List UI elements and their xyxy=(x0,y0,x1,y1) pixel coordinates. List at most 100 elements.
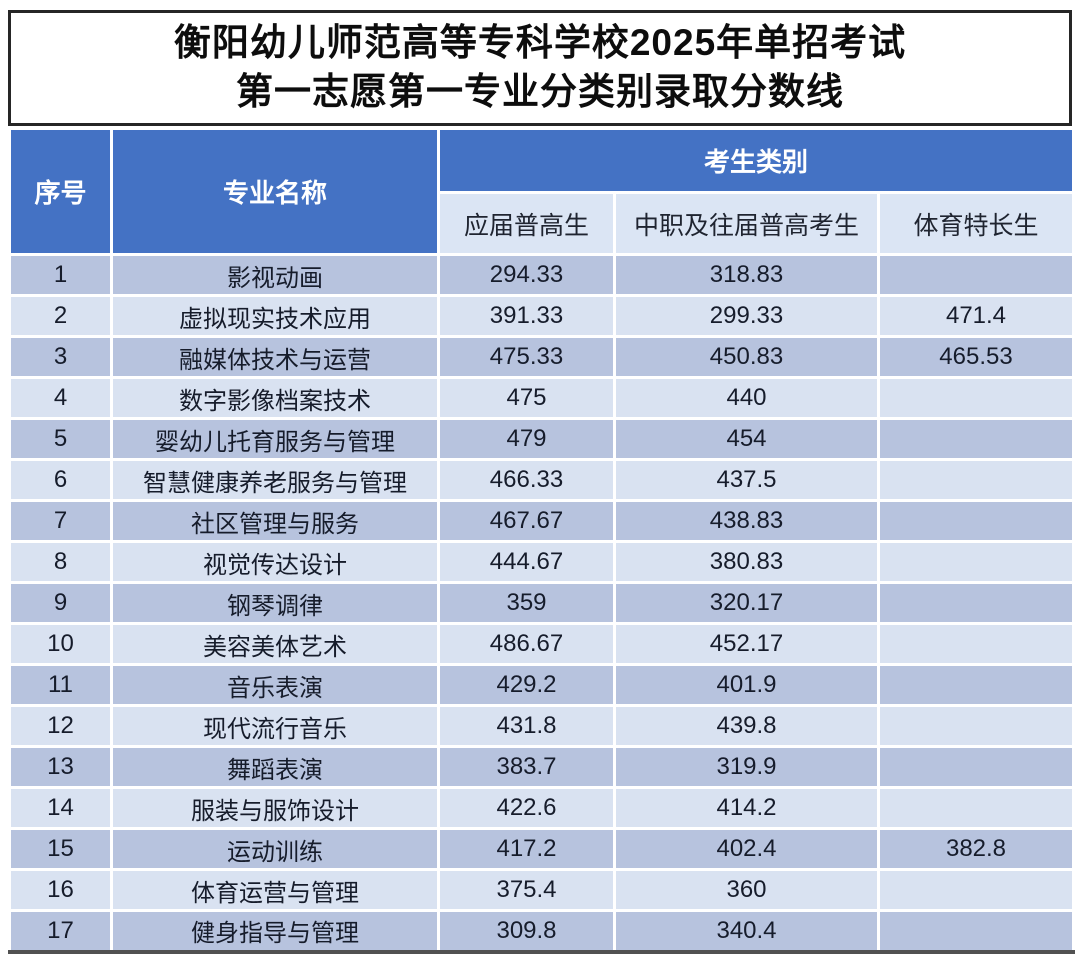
major-name-cell: 融媒体技术与运营 xyxy=(110,335,440,379)
table-row: 11 音乐表演 429.2 401.9 xyxy=(8,663,1075,707)
score-vocational-cell: 318.83 xyxy=(613,253,880,297)
score-vocational-cell: 340.4 xyxy=(613,909,880,954)
major-name-cell: 体育运营与管理 xyxy=(110,868,440,912)
score-sports-cell xyxy=(877,663,1075,707)
score-vocational-cell: 320.17 xyxy=(613,581,880,625)
table-row: 8 视觉传达设计 444.67 380.83 xyxy=(8,540,1075,584)
row-number-cell: 9 xyxy=(8,581,113,625)
row-number-cell: 1 xyxy=(8,253,113,297)
table-row: 14 服装与服饰设计 422.6 414.2 xyxy=(8,786,1075,830)
score-vocational-cell: 360 xyxy=(613,868,880,912)
score-sports-cell: 471.4 xyxy=(877,294,1075,338)
score-sports-cell xyxy=(877,745,1075,789)
major-name-cell: 现代流行音乐 xyxy=(110,704,440,748)
score-fresh-cell: 475 xyxy=(437,376,616,420)
row-number-cell: 17 xyxy=(8,909,113,954)
score-vocational-cell: 454 xyxy=(613,417,880,461)
score-vocational-cell: 452.17 xyxy=(613,622,880,666)
table-row: 6 智慧健康养老服务与管理 466.33 437.5 xyxy=(8,458,1075,502)
major-name-cell: 婴幼儿托育服务与管理 xyxy=(110,417,440,461)
score-vocational-cell: 414.2 xyxy=(613,786,880,830)
score-sports-cell: 382.8 xyxy=(877,827,1075,871)
score-sports-cell xyxy=(877,704,1075,748)
score-sports-cell xyxy=(877,376,1075,420)
score-vocational-cell: 450.83 xyxy=(613,335,880,379)
sub-header-vocational-cell: 中职及往届普高考生 xyxy=(613,191,880,256)
score-fresh-cell: 417.2 xyxy=(437,827,616,871)
table-row: 3 融媒体技术与运营 475.33 450.83 465.53 xyxy=(8,335,1075,379)
major-name-cell: 健身指导与管理 xyxy=(110,909,440,954)
score-fresh-cell: 466.33 xyxy=(437,458,616,502)
score-vocational-cell: 380.83 xyxy=(613,540,880,584)
score-vocational-cell: 438.83 xyxy=(613,499,880,543)
row-number-cell: 15 xyxy=(8,827,113,871)
score-sports-cell xyxy=(877,417,1075,461)
score-fresh-cell: 479 xyxy=(437,417,616,461)
score-table: 序号 专业名称 考生类别 应届普高生 中职及往届普高考生 体育特长生 1 影视动画 29… xyxy=(8,127,1075,954)
score-vocational-cell: 437.5 xyxy=(613,458,880,502)
score-fresh-cell: 375.4 xyxy=(437,868,616,912)
score-sports-cell xyxy=(877,622,1075,666)
row-number-cell: 3 xyxy=(8,335,113,379)
table-row: 4 数字影像档案技术 475 440 xyxy=(8,376,1075,420)
table-row: 17 健身指导与管理 309.8 340.4 xyxy=(8,909,1075,954)
major-name-cell: 智慧健康养老服务与管理 xyxy=(110,458,440,502)
row-number-cell: 5 xyxy=(8,417,113,461)
row-number-cell: 10 xyxy=(8,622,113,666)
table-row: 12 现代流行音乐 431.8 439.8 xyxy=(8,704,1075,748)
row-number-cell: 13 xyxy=(8,745,113,789)
score-fresh-cell: 383.7 xyxy=(437,745,616,789)
score-vocational-cell: 319.9 xyxy=(613,745,880,789)
row-number-cell: 8 xyxy=(8,540,113,584)
table-row: 16 体育运营与管理 375.4 360 xyxy=(8,868,1075,912)
major-name-cell: 美容美体艺术 xyxy=(110,622,440,666)
score-sports-cell xyxy=(877,786,1075,830)
row-number-cell: 4 xyxy=(8,376,113,420)
header-category-group-cell: 考生类别 xyxy=(437,127,1075,194)
major-name-cell: 视觉传达设计 xyxy=(110,540,440,584)
score-sports-cell xyxy=(877,253,1075,297)
major-name-cell: 舞蹈表演 xyxy=(110,745,440,789)
table-row: 15 运动训练 417.2 402.4 382.8 xyxy=(8,827,1075,871)
score-sports-cell xyxy=(877,499,1075,543)
score-vocational-cell: 299.33 xyxy=(613,294,880,338)
row-number-cell: 16 xyxy=(8,868,113,912)
score-fresh-cell: 431.8 xyxy=(437,704,616,748)
table-row: 10 美容美体艺术 486.67 452.17 xyxy=(8,622,1075,666)
header-index-cell: 序号 xyxy=(8,127,113,256)
score-fresh-cell: 429.2 xyxy=(437,663,616,707)
table-row: 13 舞蹈表演 383.7 319.9 xyxy=(8,745,1075,789)
table-row: 5 婴幼儿托育服务与管理 479 454 xyxy=(8,417,1075,461)
page-title-line1: 衡阳幼儿师范高等专科学校2025年单招考试 xyxy=(173,22,907,64)
sub-header-fresh-cell: 应届普高生 xyxy=(437,191,616,256)
score-fresh-cell: 359 xyxy=(437,581,616,625)
major-name-cell: 虚拟现实技术应用 xyxy=(110,294,440,338)
table-row: 7 社区管理与服务 467.67 438.83 xyxy=(8,499,1075,543)
row-number-cell: 2 xyxy=(8,294,113,338)
row-number-cell: 11 xyxy=(8,663,113,707)
score-fresh-cell: 486.67 xyxy=(437,622,616,666)
major-name-cell: 服装与服饰设计 xyxy=(110,786,440,830)
score-fresh-cell: 475.33 xyxy=(437,335,616,379)
table-row: 1 影视动画 294.33 318.83 xyxy=(8,253,1075,297)
score-sports-cell: 465.53 xyxy=(877,335,1075,379)
score-sports-cell xyxy=(877,868,1075,912)
major-name-cell: 数字影像档案技术 xyxy=(110,376,440,420)
major-name-cell: 钢琴调律 xyxy=(110,581,440,625)
row-number-cell: 12 xyxy=(8,704,113,748)
score-vocational-cell: 402.4 xyxy=(613,827,880,871)
major-name-cell: 社区管理与服务 xyxy=(110,499,440,543)
sub-header-row: 应届普高生 中职及往届普高考生 体育特长生 xyxy=(10,191,1075,256)
page-title-line2: 第一志愿第一专业分类别录取分数线 xyxy=(236,71,844,112)
score-fresh-cell: 391.33 xyxy=(437,294,616,338)
header-major-cell: 专业名称 xyxy=(110,127,440,256)
row-number-cell: 7 xyxy=(8,499,113,543)
row-number-cell: 14 xyxy=(8,786,113,830)
score-vocational-cell: 440 xyxy=(613,376,880,420)
score-vocational-cell: 401.9 xyxy=(613,663,880,707)
score-sports-cell xyxy=(877,540,1075,584)
score-fresh-cell: 294.33 xyxy=(437,253,616,297)
title-box: 衡阳幼儿师范高等专科学校2025年单招考试 第一志愿第一专业分类别录取分数线 xyxy=(8,10,1072,126)
sub-header-sports-cell: 体育特长生 xyxy=(877,191,1075,256)
